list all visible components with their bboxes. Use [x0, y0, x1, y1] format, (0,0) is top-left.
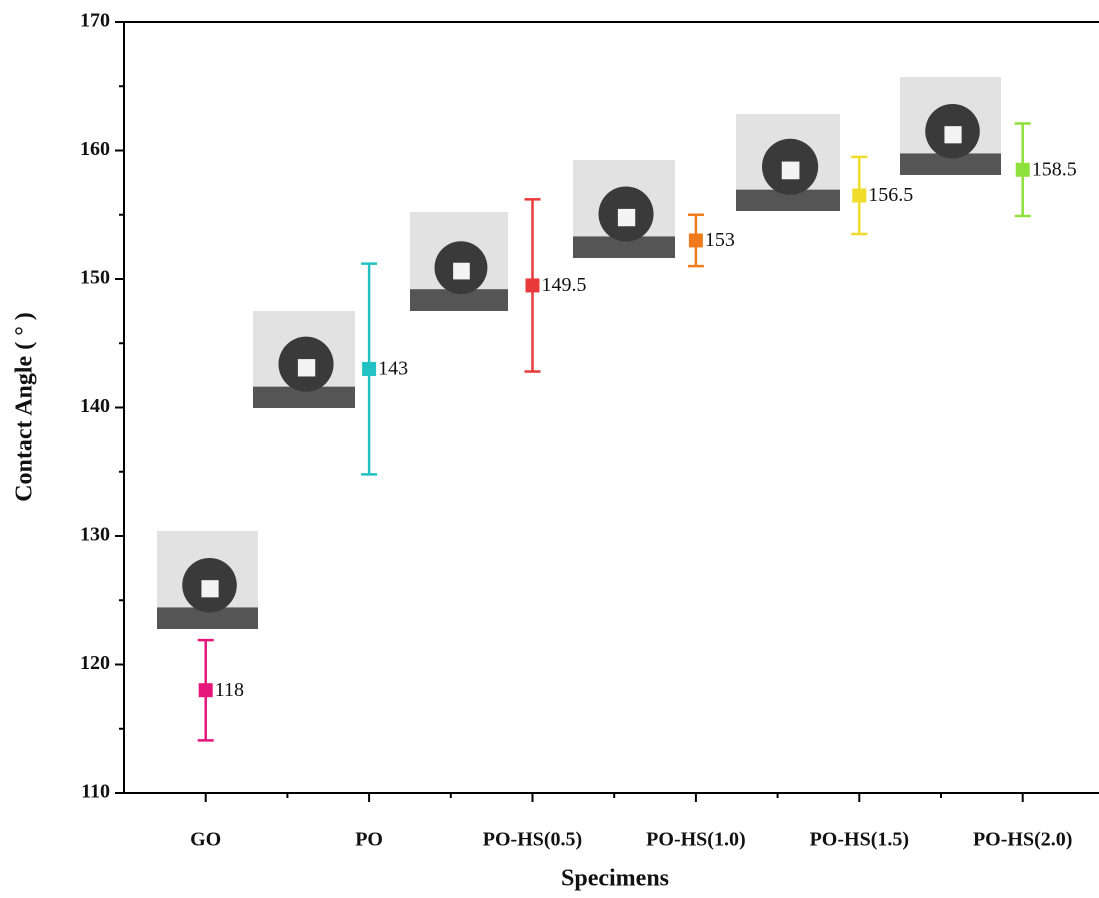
droplet-highlight — [782, 162, 800, 180]
chart: Specimens Contact Angle ( ° ) 110 120 130 1… — [0, 0, 1099, 898]
x-tick-label: PO — [355, 829, 383, 851]
droplet-highlight — [618, 209, 635, 226]
y-tick-label: 150 — [80, 267, 110, 289]
x-tick-label: GO — [190, 829, 221, 851]
x-tick-label: PO-HS(1.5) — [810, 829, 909, 851]
x-tick-label: PO-HS(1.0) — [646, 829, 745, 851]
marker — [1016, 163, 1030, 177]
value-label: 158.5 — [1032, 158, 1077, 180]
value-label: 153 — [705, 229, 735, 251]
value-label: 118 — [215, 679, 244, 701]
value-label: 156.5 — [868, 184, 913, 206]
marker — [199, 683, 213, 697]
y-tick-label: 160 — [80, 138, 110, 160]
droplet-highlight — [298, 359, 315, 376]
marker — [852, 188, 866, 202]
y-tick-label: 170 — [80, 10, 110, 32]
marker — [689, 233, 703, 247]
marker — [362, 362, 376, 376]
x-axis-title: Specimens — [561, 866, 669, 892]
marker — [526, 278, 540, 292]
value-label: 149.5 — [542, 274, 587, 296]
droplet-highlight — [201, 580, 218, 597]
y-tick-label: 140 — [80, 395, 110, 417]
x-tick-label: PO-HS(2.0) — [973, 829, 1072, 851]
droplet-highlight — [944, 126, 961, 143]
y-tick-label: 110 — [81, 781, 110, 803]
y-axis-title: Contact Angle ( ° ) — [12, 312, 38, 502]
droplet-highlight — [453, 263, 470, 280]
y-tick-label: 130 — [80, 524, 110, 546]
y-tick-label: 120 — [80, 652, 110, 674]
x-tick-label: PO-HS(0.5) — [483, 829, 582, 851]
value-label: 143 — [378, 358, 408, 380]
